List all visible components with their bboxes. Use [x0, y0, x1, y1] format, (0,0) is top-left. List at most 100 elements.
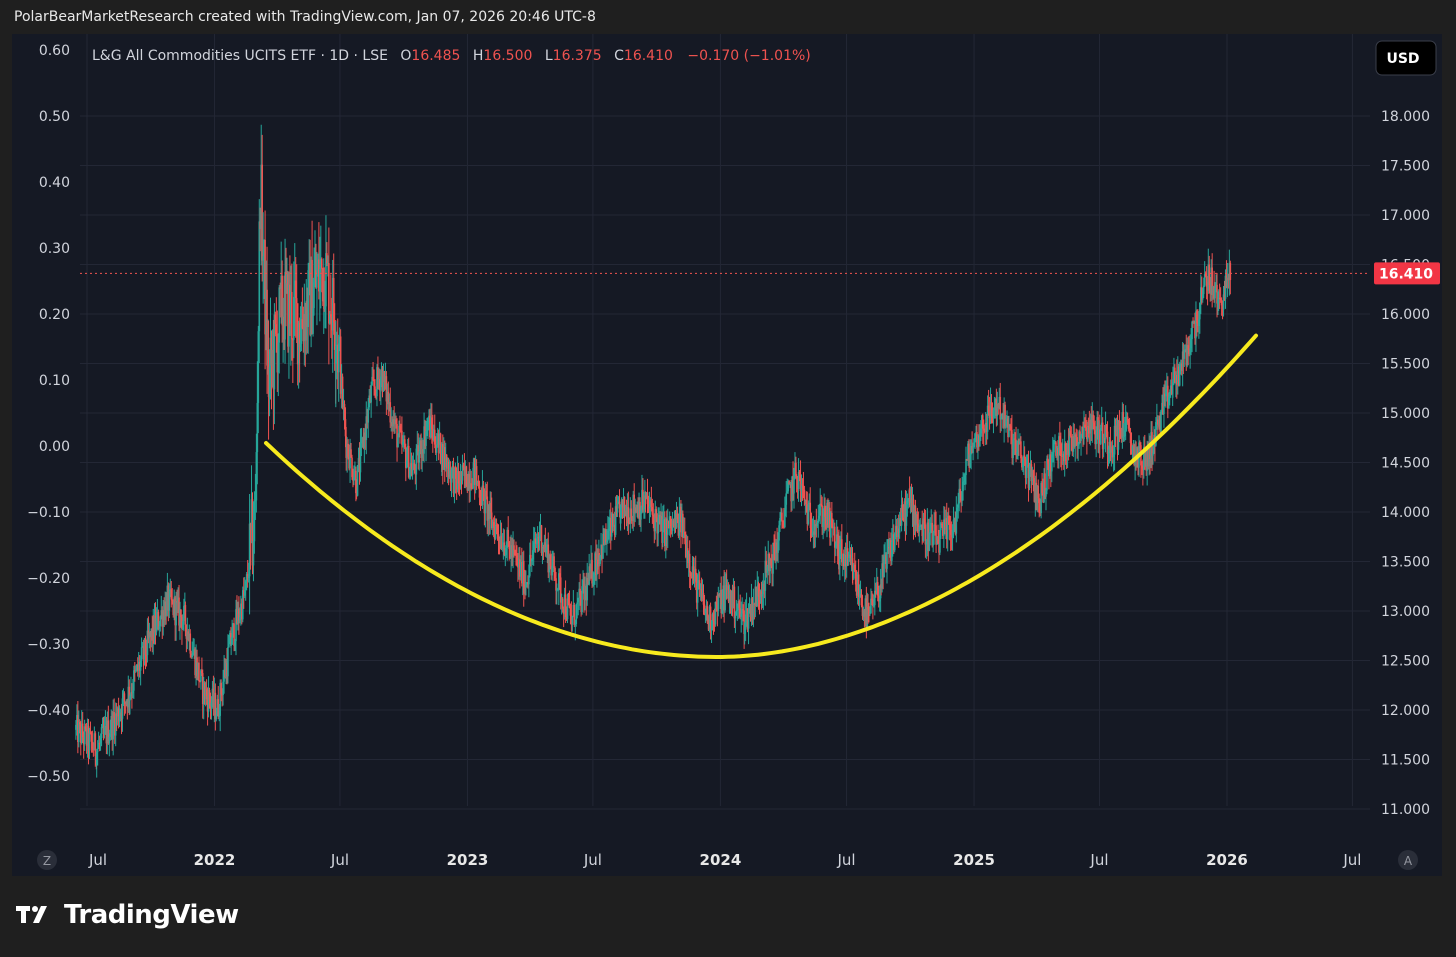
candle-body: [858, 596, 861, 598]
candle-body: [240, 603, 242, 617]
candle-body: [179, 609, 181, 626]
candle-body: [122, 693, 125, 699]
candle-body: [1034, 482, 1037, 502]
candle-body: [188, 633, 191, 641]
candle-body: [457, 471, 460, 484]
candle-body: [709, 606, 712, 630]
candle-body: [869, 613, 871, 615]
candle-body: [804, 500, 807, 502]
candle-body: [1042, 492, 1044, 503]
candle-body: [911, 499, 914, 512]
candle-body: [958, 488, 961, 504]
tradingview-logo-icon: [16, 906, 47, 923]
candle-body: [1227, 277, 1230, 281]
candle-body: [937, 540, 939, 544]
candle-body: [531, 550, 534, 560]
candle-body: [275, 324, 278, 334]
candle-body: [1048, 463, 1050, 477]
candle-body: [164, 601, 166, 621]
candle-body: [1032, 470, 1035, 479]
candle-body: [350, 449, 352, 458]
candle-body: [490, 512, 493, 528]
candle-body: [250, 499, 253, 530]
candle-body: [344, 419, 347, 437]
auto-scale-left-button[interactable]: Z: [37, 850, 57, 870]
candle-body: [303, 314, 306, 342]
candle-body: [335, 344, 338, 347]
candle-body: [685, 548, 688, 558]
candle-body: [835, 534, 838, 544]
price-chart[interactable]: −0.50 −0.40 −0.30 −0.20 −0.10 0.00 0.10 0.20 0.3…: [12, 34, 1442, 876]
candle-body: [723, 585, 725, 611]
candle-body: [1224, 275, 1227, 299]
candle-body: [811, 532, 814, 536]
candle-body: [299, 343, 302, 348]
candle-body: [87, 725, 90, 751]
candle-body: [393, 419, 395, 425]
candle-body: [1088, 426, 1091, 434]
candle-body: [782, 520, 784, 523]
candle-body: [1123, 430, 1126, 437]
candle-body: [411, 469, 414, 476]
candle-body: [1128, 428, 1131, 433]
candle-body: [1219, 298, 1222, 301]
candle-body: [832, 527, 834, 529]
candle-body: [1196, 311, 1198, 324]
candle-body: [1161, 402, 1163, 411]
chart-frame[interactable]: −0.50 −0.40 −0.30 −0.20 −0.10 0.00 0.10 0.20 0.3…: [12, 34, 1442, 876]
candle-body: [293, 280, 296, 297]
candle-body: [636, 505, 638, 512]
candle-body: [755, 586, 758, 607]
candle-body: [1077, 444, 1079, 446]
candle-body: [1173, 367, 1175, 383]
candle-body: [909, 498, 912, 503]
candle-body: [681, 513, 683, 533]
candle-body: [82, 737, 85, 745]
candle-body: [1164, 393, 1166, 397]
candle-body: [1208, 264, 1211, 286]
candle-body: [977, 435, 979, 448]
candle-body: [270, 337, 273, 366]
right-axis-tick: 12.000: [1381, 703, 1430, 719]
candle-body: [695, 574, 698, 603]
candle-body: [739, 608, 742, 617]
candle-body: [940, 523, 942, 531]
time-axis-label: Jul: [836, 851, 855, 869]
candle-body: [831, 512, 833, 528]
chart-header-caption: PolarBearMarketResearch created with Tra…: [14, 9, 596, 25]
candle-body: [515, 553, 517, 556]
candle-body: [331, 277, 334, 331]
candle-body: [154, 615, 157, 633]
candle-body: [1146, 448, 1148, 471]
candle-body: [1002, 413, 1004, 428]
candle-body: [289, 284, 291, 324]
candle-body: [1089, 419, 1092, 434]
candle-body: [600, 544, 602, 556]
right-axis-tick: 13.500: [1381, 555, 1430, 571]
candle-body: [919, 525, 922, 528]
candle-body: [809, 502, 812, 512]
candle-body: [85, 728, 88, 746]
candle-body: [604, 529, 606, 545]
candle-body: [1091, 414, 1094, 430]
left-axis-tick: 0.40: [39, 175, 70, 191]
candle-body: [584, 585, 587, 587]
candle-body: [801, 484, 804, 486]
candle-body: [422, 449, 424, 454]
legend-low: 16.375: [553, 48, 602, 64]
candle-body: [865, 598, 868, 629]
candle-body: [1125, 416, 1128, 418]
candle-body: [643, 506, 645, 510]
left-axis-tick: 0.20: [39, 307, 70, 323]
candle-body: [954, 518, 957, 534]
candle-body: [520, 562, 522, 577]
currency-button[interactable]: USD: [1375, 40, 1437, 76]
candle-body: [781, 512, 783, 521]
candle-body: [426, 423, 428, 432]
candle-body: [1130, 443, 1133, 450]
candle-body: [1214, 287, 1216, 299]
candle-body: [408, 467, 411, 478]
candle-body: [379, 379, 381, 391]
auto-scale-right-button[interactable]: A: [1398, 850, 1418, 870]
candle-body: [547, 544, 550, 573]
